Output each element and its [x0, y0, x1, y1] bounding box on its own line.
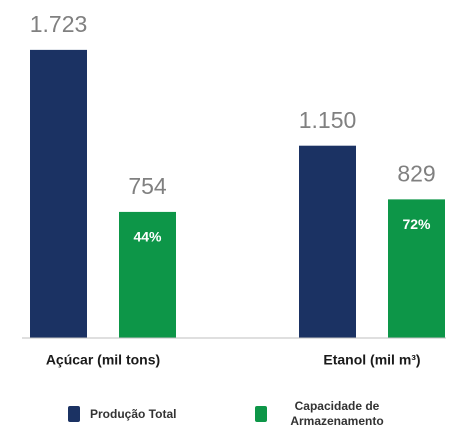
inner-label: 72% — [402, 216, 431, 232]
legend-swatch — [68, 406, 80, 422]
plot: Açúcar (mil tons) 1.723 754 44% Etanol (mil … — [22, 11, 446, 368]
legend-swatch — [255, 406, 267, 422]
bar — [299, 145, 356, 338]
value-label: 829 — [397, 160, 435, 186]
value-label: 754 — [128, 173, 167, 199]
legend-item: Capacidade de Armazenamento — [255, 399, 397, 428]
category-label: Açúcar (mil tons) — [46, 352, 160, 368]
bar — [388, 199, 445, 338]
inner-label: 44% — [133, 229, 162, 245]
bar — [119, 211, 176, 338]
value-label: 1.723 — [30, 11, 88, 37]
legend-item: Produção Total — [68, 400, 176, 428]
legend-label: Capacidade de Armazenamento — [290, 399, 384, 428]
legend-label: Produção Total — [90, 406, 177, 421]
bar — [30, 49, 87, 339]
category-label: Etanol (mil m³) — [323, 352, 420, 368]
value-label: 1.150 — [299, 107, 357, 133]
